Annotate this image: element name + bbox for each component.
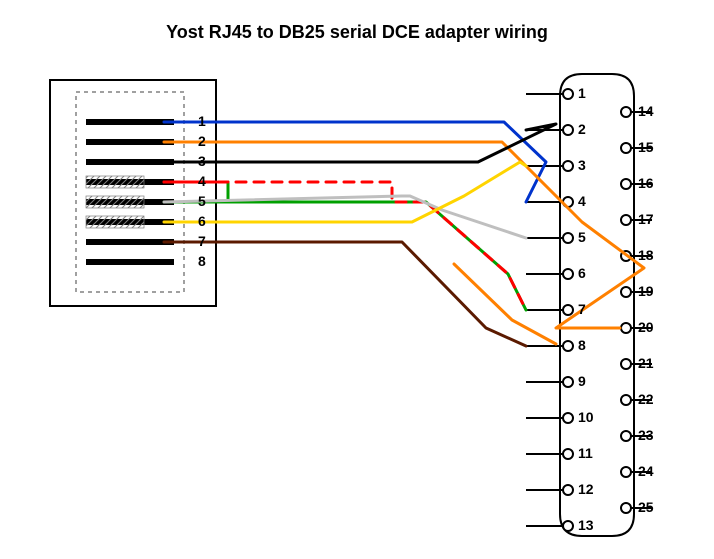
db25-pin-number: 10 xyxy=(578,410,594,424)
db25-pin-number: 7 xyxy=(578,302,586,316)
diagram-stage: Yost RJ45 to DB25 serial DCE adapter wir… xyxy=(0,0,714,559)
rj45-connector xyxy=(50,80,216,306)
db25-pin-number: 16 xyxy=(638,176,654,190)
db25-pin-number: 20 xyxy=(638,320,654,334)
db25-pin-number: 22 xyxy=(638,392,654,406)
rj45-pin-number: 7 xyxy=(198,234,206,248)
db25-pin-number: 6 xyxy=(578,266,586,280)
db25-pin-number: 19 xyxy=(638,284,654,298)
wiring-svg xyxy=(0,0,714,559)
rj45-pin-number: 1 xyxy=(198,114,206,128)
db25-pin-number: 24 xyxy=(638,464,654,478)
rj45-pin-number: 6 xyxy=(198,214,206,228)
db25-pin-number: 4 xyxy=(578,194,586,208)
db25-pin-number: 21 xyxy=(638,356,654,370)
db25-pin-number: 15 xyxy=(638,140,654,154)
wire xyxy=(164,162,526,222)
db25-pin-number: 3 xyxy=(578,158,586,172)
rj45-pin-number: 5 xyxy=(198,194,206,208)
db25-pin-number: 17 xyxy=(638,212,654,226)
rj45-pin-number: 3 xyxy=(198,154,206,168)
db25-pin-number: 5 xyxy=(578,230,586,244)
db25-pin-number: 8 xyxy=(578,338,586,352)
db25-pin-number: 13 xyxy=(578,518,594,532)
db25-pin-number: 14 xyxy=(638,104,654,118)
db25-pin-number: 9 xyxy=(578,374,586,388)
db25-pin-number: 18 xyxy=(638,248,654,262)
db25-pin-number: 25 xyxy=(638,500,654,514)
db25-pin-number: 2 xyxy=(578,122,586,136)
db25-pin-number: 1 xyxy=(578,86,586,100)
wire xyxy=(454,264,556,344)
db25-pin-number: 11 xyxy=(578,446,593,460)
rj45-pin-number: 4 xyxy=(198,174,206,188)
rj45-pin-number: 2 xyxy=(198,134,206,148)
wire xyxy=(164,242,526,346)
db25-pin-number: 23 xyxy=(638,428,654,442)
rj45-pin-number: 8 xyxy=(198,254,206,268)
db25-pin-number: 12 xyxy=(578,482,594,496)
